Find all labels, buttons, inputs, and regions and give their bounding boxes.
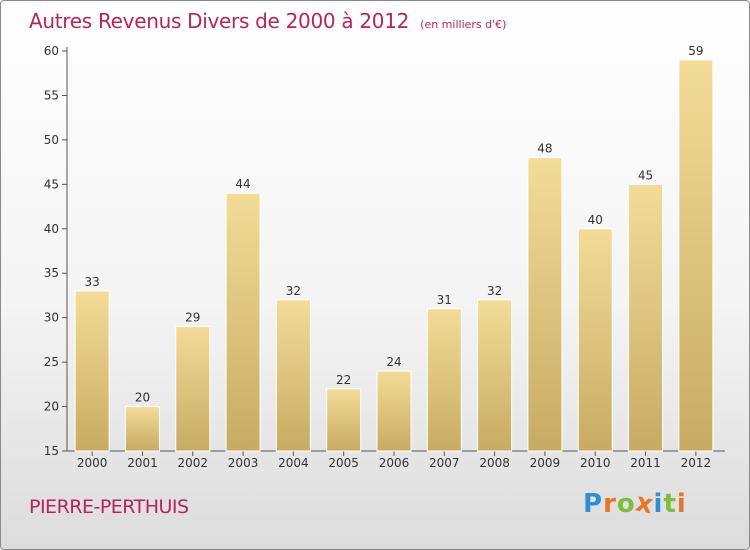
logo-letter: i (676, 489, 687, 519)
bar-2003 (225, 192, 261, 452)
bar-2005 (326, 388, 362, 452)
data-label-2008: 32 (487, 284, 502, 298)
y-tick-label: 50 (44, 133, 59, 147)
x-tick-label: 2009 (530, 456, 561, 470)
data-label-2007: 31 (437, 293, 452, 307)
bar-2004 (275, 299, 311, 452)
bars-group (74, 59, 714, 452)
x-tick-label: 2002 (177, 456, 208, 470)
data-label-2011: 45 (638, 168, 653, 182)
data-label-2009: 48 (537, 142, 552, 156)
y-tick-label: 30 (44, 311, 59, 325)
chart-subtitle: (en milliers d'€) (420, 18, 507, 31)
bar-2008 (477, 299, 513, 452)
data-label-2000: 33 (85, 275, 100, 289)
bar-2001 (124, 406, 160, 452)
x-tick-label: 2011 (630, 456, 661, 470)
x-tick-label: 2012 (681, 456, 712, 470)
x-tick-label: 2006 (379, 456, 410, 470)
bar-2007 (426, 308, 462, 452)
y-tick-label: 20 (44, 400, 59, 414)
chart-title: Autres Revenus Divers de 2000 à 2012 (29, 9, 410, 33)
data-label-2006: 24 (386, 355, 401, 369)
bar-2000 (74, 290, 110, 452)
commune-name: PIERRE-PERTHUIS (29, 496, 189, 518)
data-label-2005: 22 (336, 373, 351, 387)
bar-2002 (175, 326, 211, 452)
bar-2009 (527, 157, 563, 452)
y-tick-label: 55 (44, 88, 59, 102)
data-label-2003: 44 (235, 177, 250, 191)
data-label-2012: 59 (688, 44, 703, 58)
logo-letter: o (616, 489, 636, 519)
x-tick-label: 2007 (429, 456, 460, 470)
proxiti-logo: Proxiti (583, 487, 687, 520)
y-tick-label: 60 (44, 44, 59, 58)
data-label-2010: 40 (588, 213, 603, 227)
logo-letter: i (653, 489, 664, 519)
bar-2012 (678, 59, 714, 452)
x-tick-label: 2005 (328, 456, 359, 470)
labels-group: 33 20 29 44 32 22 24 31 32 48 40 45 59 (85, 44, 704, 405)
x-tick-label: 2000 (77, 456, 108, 470)
y-tick-label: 25 (44, 355, 59, 369)
title-row: Autres Revenus Divers de 2000 à 2012 (en… (29, 9, 506, 33)
y-tick-label: 45 (44, 177, 59, 191)
axes: 15 20 25 30 35 40 45 50 55 60 2000 2001 2002 2003 2004… (44, 44, 725, 470)
x-tick-label: 2010 (580, 456, 611, 470)
x-tick-label: 2001 (127, 456, 158, 470)
x-tick-label: 2004 (278, 456, 309, 470)
logo-letter: r (603, 489, 617, 519)
x-tick-label: 2008 (479, 456, 510, 470)
data-label-2001: 20 (135, 391, 150, 405)
logo-letter: t (663, 489, 677, 519)
x-tick-label: 2003 (228, 456, 259, 470)
y-tick-label: 35 (44, 266, 59, 280)
logo-letter: P (583, 489, 604, 519)
data-label-2004: 32 (286, 284, 301, 298)
y-tick-label: 15 (44, 444, 59, 458)
bar-2011 (628, 183, 664, 452)
bar-2006 (376, 370, 412, 452)
y-tick-label: 40 (44, 222, 59, 236)
data-label-2002: 29 (185, 311, 200, 325)
bar-2010 (577, 228, 613, 452)
